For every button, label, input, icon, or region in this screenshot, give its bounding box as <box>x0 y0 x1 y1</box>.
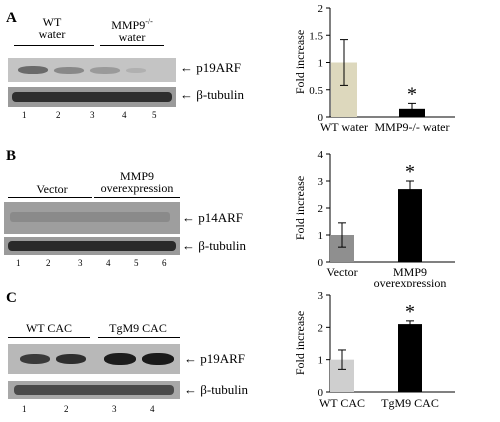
y-tick-label: 0 <box>318 112 324 124</box>
y-tick-label: 2 <box>318 322 324 334</box>
panel-letter-c: C <box>6 290 17 306</box>
significance-star: * <box>405 161 415 183</box>
y-tick-label: 1 <box>318 58 324 70</box>
panel-letter-b: B <box>6 148 17 164</box>
group-line2: water <box>38 27 66 41</box>
group-underline <box>8 337 90 338</box>
blot-row-label: ← p19ARF <box>180 60 242 75</box>
y-tick-label: 1 <box>318 355 324 367</box>
group-underline <box>8 197 92 198</box>
lane-number: 2 <box>46 258 51 268</box>
group-label-wt-water: WT water <box>22 16 82 40</box>
y-tick-label: 0 <box>318 387 324 399</box>
y-tick-label: 1.5 <box>309 30 323 42</box>
blot-strip-p19arf <box>8 58 176 82</box>
bar <box>398 324 422 392</box>
y-tick-label: 1 <box>318 230 324 242</box>
group-label-tgm9-cac: TgM9 CAC <box>98 322 178 334</box>
lane-number: 3 <box>112 404 117 414</box>
x-category-label: MMP9 <box>393 265 427 279</box>
lane-number: 2 <box>56 110 61 120</box>
lane-number: 4 <box>122 110 127 120</box>
lane-number: 2 <box>64 404 69 414</box>
group-line2: water <box>118 30 146 44</box>
group-line1: TgM9 CAC <box>109 321 167 335</box>
group-label-mmp9-overexpression: MMP9 overexpression <box>92 170 182 194</box>
group-line1: WT CAC <box>25 321 73 335</box>
blot-row-label: ← β-tubulin <box>182 238 247 253</box>
group-label-mmp9-water: MMP9-/- water <box>98 16 166 43</box>
lane-number: 6 <box>162 258 167 268</box>
bar-chart-c: Fold increase 0 1 2 3 * WT CAC TgM9 CAC <box>293 290 455 410</box>
lane-number: 5 <box>134 258 139 268</box>
y-tick-label: 3 <box>318 176 324 188</box>
group-underline <box>14 45 94 46</box>
group-underline <box>98 337 180 338</box>
y-tick-label: 4 <box>318 149 324 161</box>
lane-number: 4 <box>106 258 111 268</box>
group-label-vector: Vector <box>22 183 82 195</box>
group-label-wt-cac: WT CAC <box>14 322 84 334</box>
y-axis-label: Fold increase <box>293 30 307 94</box>
bar <box>398 189 422 262</box>
blot-strip-p14arf <box>4 202 180 234</box>
lane-number: 5 <box>152 110 157 120</box>
blot-strip-b-tubulin <box>4 237 180 255</box>
lane-number: 1 <box>22 404 27 414</box>
lane-number: 3 <box>90 110 95 120</box>
group-line1: MMP9-/- <box>111 17 153 32</box>
bar-chart-b: Fold increase 0 1 2 3 4 * Vector MMP9overexpress… <box>293 149 455 287</box>
blot-row-label: ← p19ARF <box>184 351 246 366</box>
lane-number: 4 <box>150 404 155 414</box>
y-tick-label: 2 <box>318 3 324 15</box>
x-category-label: Vector <box>326 265 357 279</box>
lane-number: 1 <box>22 110 27 120</box>
panel-letter-a: A <box>6 10 17 26</box>
group-underline <box>94 197 180 198</box>
group-line2: overexpression <box>100 181 174 195</box>
blot-row-label: ← p14ARF <box>182 210 244 225</box>
group-underline <box>100 45 164 46</box>
y-tick-label: 3 <box>318 290 324 302</box>
blot-row-label: ← β-tubulin <box>184 382 249 397</box>
bar-chart-a: Fold increase 0 0.5 1 1.5 2 * WT water MMP9-/- w… <box>293 3 455 134</box>
y-axis-label: Fold increase <box>293 311 307 375</box>
lane-number: 3 <box>78 258 83 268</box>
lane-number: 1 <box>16 258 21 268</box>
y-axis-label: Fold increase <box>293 176 307 240</box>
superscript: -/- <box>145 17 153 26</box>
x-category-label: WT CAC <box>319 396 365 410</box>
x-category-label: MMP9-/- water <box>375 120 450 134</box>
group-line1: Vector <box>36 182 68 196</box>
group-line1: MMP9 <box>119 169 154 183</box>
significance-star: * <box>405 301 415 323</box>
y-tick-label: 2 <box>318 203 324 215</box>
significance-star: * <box>407 83 417 105</box>
x-category-label: TgM9 CAC <box>381 396 439 410</box>
x-category-label: WT water <box>320 120 368 134</box>
blot-row-label: ← β-tubulin <box>180 87 245 102</box>
group-line1: WT <box>42 15 62 29</box>
blot-strip-p19arf <box>8 344 180 374</box>
y-tick-label: 0.5 <box>309 85 323 97</box>
blot-strip-b-tubulin <box>8 381 180 399</box>
blot-strip-b-tubulin <box>8 87 176 107</box>
y-tick-label: 0 <box>318 257 324 269</box>
x-category-label-line2: overexpression <box>374 276 447 287</box>
